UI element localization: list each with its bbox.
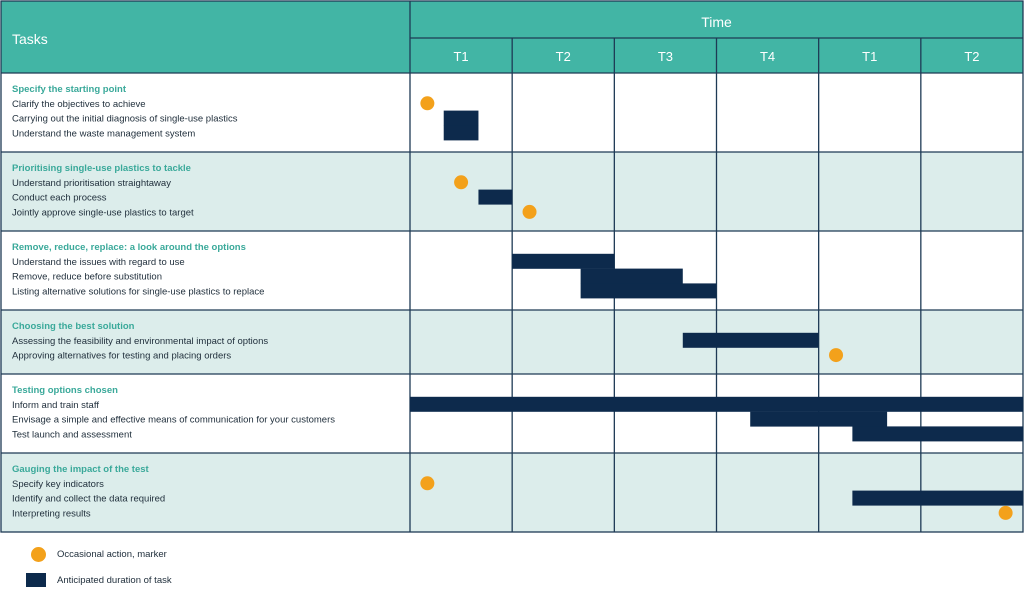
- time-header: Time: [701, 14, 732, 30]
- period-label: T1: [453, 49, 468, 64]
- task-label: Clarify the objectives to achieve: [12, 99, 146, 110]
- task-bar: [410, 396, 1023, 412]
- task-bar: [580, 268, 683, 284]
- task-bar: [443, 125, 479, 141]
- task-label: Understand the issues with regard to use: [12, 257, 185, 268]
- marker-swatch-icon: [31, 546, 46, 562]
- task-label: Remove, reduce before substitution: [12, 272, 162, 283]
- legend-marker-label: Occasional action, marker: [57, 548, 167, 560]
- task-bar: [852, 426, 1023, 442]
- legend-bar-label: Anticipated duration of task: [57, 574, 172, 586]
- task-label: Envisage a simple and effective means of…: [12, 415, 335, 426]
- task-label: Identify and collect the data required: [12, 494, 165, 505]
- period-label: T2: [964, 49, 979, 64]
- task-bar: [580, 283, 717, 299]
- task-label: Understand the waste management system: [12, 128, 195, 139]
- period-label: T2: [556, 49, 571, 64]
- task-marker: [522, 204, 537, 219]
- task-bar: [682, 332, 819, 348]
- task-bar: [750, 411, 888, 427]
- bar-swatch-icon: [26, 573, 46, 587]
- task-label: Carrying out the initial diagnosis of si…: [12, 114, 238, 125]
- task-bar: [443, 110, 479, 126]
- group-title: Remove, reduce, replace: a look around t…: [12, 242, 246, 253]
- task-label: Test launch and assessment: [12, 429, 132, 440]
- group-title: Gauging the impact of the test: [12, 464, 150, 475]
- tasks-header: Tasks: [12, 31, 48, 47]
- task-marker: [420, 476, 435, 491]
- task-marker: [998, 505, 1013, 520]
- task-label: Listing alternative solutions for single…: [12, 286, 264, 297]
- group-title: Testing options chosen: [12, 385, 118, 396]
- group-title: Prioritising single-use plastics to tack…: [12, 163, 191, 174]
- task-bar: [852, 490, 1023, 506]
- task-label: Approving alternatives for testing and p…: [12, 351, 231, 362]
- task-label: Jointly approve single-use plastics to t…: [12, 207, 194, 218]
- period-label: T1: [862, 49, 877, 64]
- task-bar: [478, 189, 513, 205]
- task-label: Assessing the feasibility and environmen…: [12, 336, 268, 347]
- group-title: Choosing the best solution: [12, 321, 135, 332]
- group-title: Specify the starting point: [12, 84, 127, 95]
- task-bar: [512, 253, 615, 269]
- task-label: Conduct each process: [12, 193, 107, 204]
- task-label: Understand prioritisation straightaway: [12, 178, 171, 189]
- legend: Occasional action, marker Anticipated du…: [0, 538, 400, 587]
- task-marker: [829, 348, 844, 363]
- task-label: Inform and train staff: [12, 400, 99, 411]
- task-label: Interpreting results: [12, 508, 91, 519]
- period-label: T3: [658, 49, 673, 64]
- task-label: Specify key indicators: [12, 479, 104, 490]
- task-marker: [420, 96, 435, 111]
- period-label: T4: [760, 49, 775, 64]
- task-marker: [454, 175, 469, 190]
